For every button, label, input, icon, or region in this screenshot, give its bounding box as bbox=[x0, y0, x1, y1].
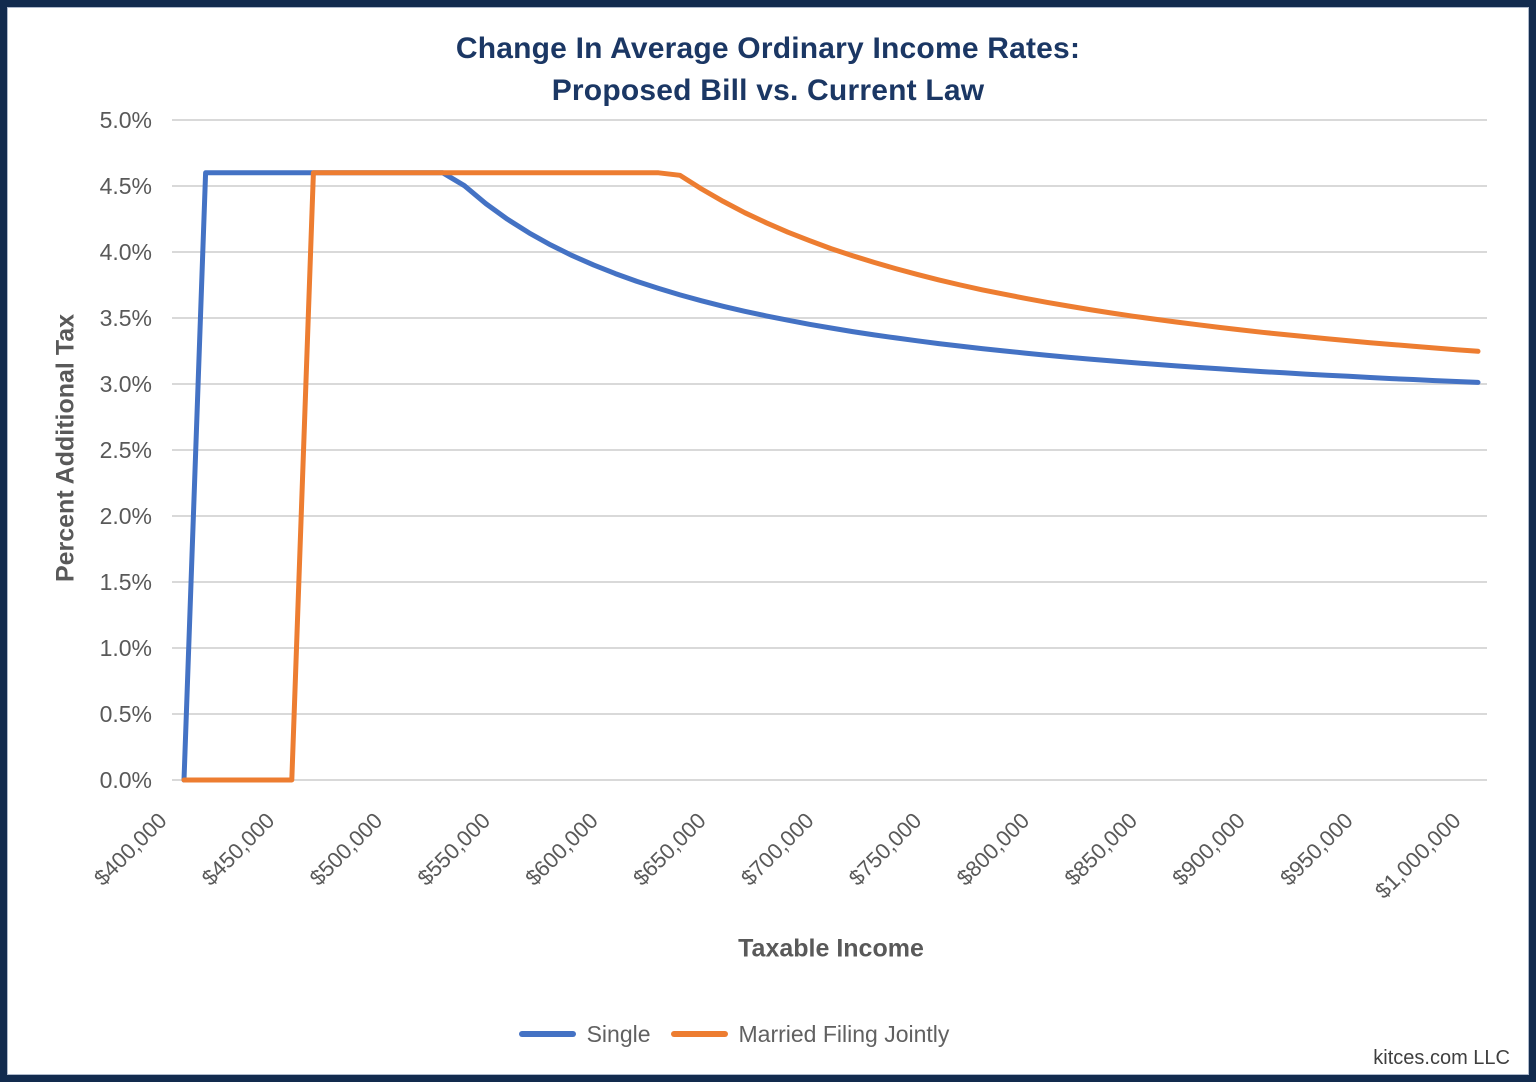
x-axis-title: Taxable Income bbox=[738, 934, 924, 963]
y-tick-label: 5.0% bbox=[100, 107, 152, 133]
x-tick-label: $1,000,000 bbox=[1370, 808, 1466, 904]
y-tick-label: 4.0% bbox=[100, 239, 152, 265]
y-tick-label: 0.0% bbox=[100, 767, 152, 793]
x-tick-label: $950,000 bbox=[1275, 808, 1358, 891]
x-tick-label: $400,000 bbox=[89, 808, 172, 891]
legend-item-single: Single bbox=[518, 1020, 651, 1048]
y-tick-label: 0.5% bbox=[100, 701, 152, 727]
y-tick-label: 2.0% bbox=[100, 503, 152, 529]
x-tick-label: $650,000 bbox=[628, 808, 711, 891]
x-tick-label: $450,000 bbox=[197, 808, 280, 891]
x-tick-label: $900,000 bbox=[1167, 808, 1250, 891]
y-tick-label: 4.5% bbox=[100, 173, 152, 199]
x-tick-label: $700,000 bbox=[736, 808, 819, 891]
x-tick-label: $550,000 bbox=[412, 808, 495, 891]
attribution-text: kitces.com LLC bbox=[1373, 1047, 1510, 1069]
legend-label-single: Single bbox=[586, 1020, 651, 1047]
x-tick-label: $850,000 bbox=[1059, 808, 1142, 891]
x-tick-label: $600,000 bbox=[520, 808, 603, 891]
series-line-married-filing-jointly bbox=[181, 170, 1481, 783]
y-tick-label: 2.5% bbox=[100, 437, 152, 463]
chart-title-line2: Proposed Bill vs. Current Law bbox=[551, 74, 985, 107]
chart-title-line1: Change In Average Ordinary Income Rates: bbox=[455, 32, 1081, 65]
x-tick-label: $800,000 bbox=[952, 808, 1035, 891]
y-tick-label: 1.0% bbox=[100, 635, 152, 661]
x-tick-label: $750,000 bbox=[844, 808, 927, 891]
x-tick-label: $500,000 bbox=[305, 808, 388, 891]
legend-swatch-single bbox=[518, 1031, 576, 1037]
chart-title: Change In Average Ordinary Income Rates:… bbox=[0, 28, 1536, 112]
legend-swatch-married-filing-jointly bbox=[670, 1031, 728, 1037]
legend-item-married-filing-jointly: Married Filing Jointly bbox=[670, 1020, 950, 1048]
y-axis-title: Percent Additional Tax bbox=[51, 313, 80, 583]
legend: Single Married Filing Jointly bbox=[0, 1020, 1468, 1048]
y-tick-label: 1.5% bbox=[100, 569, 152, 595]
legend-label-married-filing-jointly: Married Filing Jointly bbox=[738, 1020, 950, 1047]
series-line-single bbox=[181, 170, 1481, 783]
y-tick-label: 3.0% bbox=[100, 371, 152, 397]
y-tick-label: 3.5% bbox=[100, 305, 152, 331]
